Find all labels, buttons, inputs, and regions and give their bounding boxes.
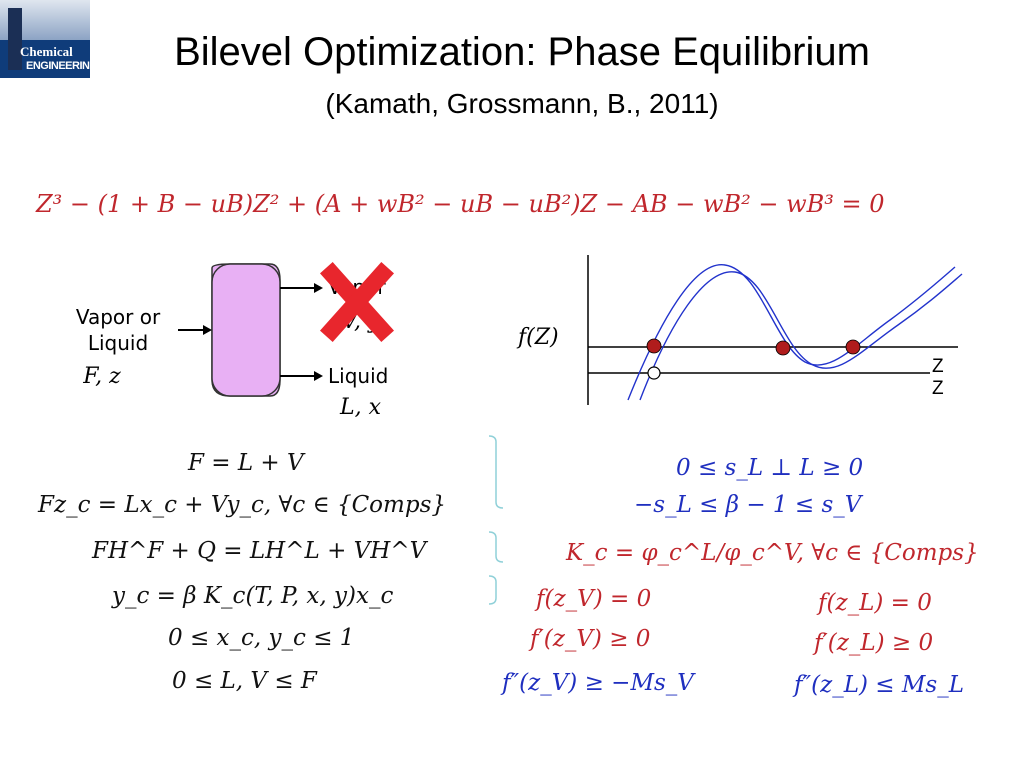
eq-fzv: f(z_V) = 0 <box>536 586 652 612</box>
flash-diagram: Vapor or Liquid F, z Vapor V, y Liquid L… <box>76 261 395 420</box>
plot-ylabel: f(Z) <box>516 325 559 350</box>
eq-energy-balance: FH^F + Q = LH^L + VH^V <box>92 538 427 564</box>
eq-k-value: K_c = φ_c^L/φ_c^V, ∀c ∈ {Comps} <box>566 540 979 566</box>
root-point-1 <box>646 338 662 354</box>
bracket-2 <box>488 531 504 563</box>
eq-flow-bounds: 0 ≤ L, V ≤ F <box>172 668 317 694</box>
eq-fppzl: f″(z_L) ≤ Ms_L <box>794 672 964 698</box>
feed-label-1: Vapor or <box>76 305 161 329</box>
chemical-engineering-logo: Chemical ENGINEERING <box>0 0 98 78</box>
eq-fpzl: f′(z_L) ≥ 0 <box>814 630 934 656</box>
logo-line1: Chemical <box>20 44 73 59</box>
plot-curve-1 <box>627 264 956 401</box>
flash-vessel-body <box>211 263 281 397</box>
eq-component-balance: Fz_c = Lx_c + Vy_c, ∀c ∈ {Comps} <box>38 492 447 518</box>
eq-beta-bounds: −s_L ≤ β − 1 ≤ s_V <box>634 492 862 518</box>
eq-fpzv: f′(z_V) ≥ 0 <box>530 626 651 652</box>
eq-complementarity: 0 ≤ s_L ⊥ L ≥ 0 <box>676 455 864 481</box>
logo-tower-icon <box>8 8 22 70</box>
vapor-arrowhead <box>314 283 323 293</box>
liquid-arrowhead <box>314 371 323 381</box>
open-point <box>647 366 661 380</box>
root-point-2 <box>775 340 791 356</box>
feed-label-2: Liquid <box>88 331 148 355</box>
feed-arrowhead <box>203 325 212 335</box>
slide-title: Bilevel Optimization: Phase Equilibrium <box>174 30 870 74</box>
eq-composition-bounds: 0 ≤ x_c, y_c ≤ 1 <box>168 625 355 651</box>
root-point-3 <box>845 339 861 355</box>
plot-line-labels: Z Z <box>932 356 944 400</box>
bracket-1 <box>488 435 504 509</box>
eq-fzl: f(z_L) = 0 <box>818 590 932 616</box>
liquid-vars: L, x <box>339 395 382 420</box>
eq-fppzv: f″(z_V) ≥ −Ms_V <box>502 670 694 696</box>
grouping-brackets <box>488 435 504 605</box>
slide-subtitle: (Kamath, Grossmann, B., 2011) <box>325 88 719 119</box>
logo-line2: ENGINEERING <box>26 60 98 72</box>
eq-mass-balance: F = L + V <box>188 450 304 476</box>
cubic-plot: f(Z) <box>516 255 963 405</box>
eq-equilibrium: y_c = β K_c(T, P, x, y)x_c <box>112 583 393 609</box>
feed-vars: F, z <box>82 364 121 389</box>
plot-line-label-2: Z <box>932 378 944 399</box>
plot-line-label-1: Z <box>932 356 944 377</box>
bracket-3 <box>488 575 497 605</box>
cubic-equation: Z³ − (1 + B − uB)Z² + (A + wB² − uB − uB… <box>36 190 885 218</box>
eq-equilibrium-text: y_c = β K_c(T, P, x, y)x_c <box>112 583 394 609</box>
liquid-label: Liquid <box>328 364 388 388</box>
plot-curve-2 <box>639 271 963 401</box>
cubic-equation-text: Z³ − (1 + B − uB)Z² + (A + wB² − uB − uB… <box>36 190 885 218</box>
red-cross-icon <box>319 261 395 343</box>
